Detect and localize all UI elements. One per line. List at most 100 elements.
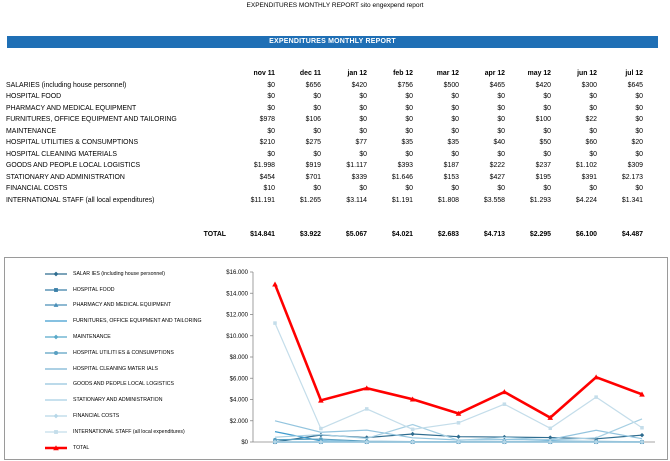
table-cell: $0 [589,150,597,158]
table-cell: $0 [635,116,643,124]
legend-swatch-marker [53,303,59,308]
data-point [364,407,369,411]
spacer-row [6,206,643,218]
table-cell: $0 [543,150,551,158]
row-label: HOSPITAL UTILITIES & CONSUMPTIONS [6,139,139,147]
total-cell: $2.295 [529,231,551,239]
total-cell: $2.683 [437,231,459,239]
column-header: nov 11 [253,70,275,78]
legend-item: TOTAL [45,440,235,456]
legend-item: FINANCIAL COSTS [45,408,235,424]
table-cell: $978 [259,116,275,124]
table-cell: $0 [497,185,505,193]
table-cell: $0 [589,127,597,135]
legend-label: HOSPITAL CLEANING MATER IALS [73,365,158,372]
table-cell: $50 [539,139,552,147]
column-header: jan 12 [347,70,367,78]
table-cell: $1.341 [621,196,643,204]
table-cell: $0 [589,104,597,112]
table-cell: $106 [305,116,321,124]
column-header: mar 12 [436,70,459,78]
table-cell: $1.265 [299,196,321,204]
total-cell: $3.922 [299,231,321,239]
table-cell: $656 [305,81,321,89]
table-cell: $210 [259,139,275,147]
table-row: HOSPITAL CLEANING MATERIALS $0 $0 $0 $0 $0 $0 $… [6,149,643,161]
table-cell: $701 [305,173,321,181]
data-point [409,396,416,402]
legend-swatch [45,334,67,340]
table-cell: $100 [535,116,551,124]
table-cell: $309 [627,162,643,170]
table-cell: $10 [263,185,276,193]
data-point [363,385,370,391]
table-cell: $1.998 [253,162,275,170]
total-cell: $4.021 [391,231,413,239]
data-point [455,410,462,416]
legend-swatch [45,368,67,370]
total-label: TOTAL [203,231,226,239]
legend-item: HOSPITAL UTILITI ES & CONSUMPTIONS [45,345,235,361]
table-header-row: nov 11 dec 11 jan 12 feb 12 mar 12 apr 1… [6,68,643,80]
total-cell: $6.100 [575,231,597,239]
column-header: feb 12 [393,70,413,78]
series-line [273,283,643,420]
legend-label: GOODS AND PEOPLE LOCAL LOGISTICS [73,381,174,388]
table-cell: $1.293 [529,196,551,204]
table-row: SALARIES (including house personnel) $0 $6… [6,80,643,92]
table-cell: $35 [447,139,460,147]
table-cell: $0 [405,185,413,193]
legend-swatch [45,320,67,322]
table-cell: $0 [359,127,367,135]
table-cell: $0 [543,185,551,193]
table-row: STATIONARY AND ADMINISTRATION $454 $701 $33… [6,172,643,184]
table-cell: $187 [443,162,459,170]
table-cell: $0 [497,127,505,135]
legend-label: STATIONARY AND ADMINISTRATION [73,397,163,404]
y-tick-label: $16.000 [226,270,248,276]
column-header: jul 12 [625,70,643,78]
legend-item: GOODS AND PEOPLE LOCAL LOGISTICS [45,377,235,393]
header-spacer [6,68,230,80]
y-tick-label: $6.000 [230,376,249,382]
table-cell: $1.646 [391,173,413,181]
legend-swatch-marker [53,350,59,355]
chart-plot-area: $0 $2.000 $4.000 $6.000 $8.000 $10.000 $12.000… [226,270,655,446]
legend-label: MAINTENANCE [73,334,111,341]
legend-swatch [45,271,67,277]
data-point [456,421,461,425]
table-cell: $0 [313,185,321,193]
data-point [547,414,554,420]
table-cell: $77 [355,139,368,147]
legend-label: HOSPITAL UTILITI ES & CONSUMPTIONS [73,349,174,356]
legend-item: MAINTENANCE [45,329,235,345]
table-cell: $420 [351,81,367,89]
expenditure-table: nov 11 dec 11 jan 12 feb 12 mar 12 apr 1… [6,68,643,241]
legend-label: TOTAL [73,444,90,451]
legend-swatch [45,303,67,308]
legend-swatch [45,383,67,386]
row-label: HOSPITAL FOOD [6,93,62,101]
column-header: dec 11 [299,70,321,78]
legend-label: HOSPITAL FOOD [73,286,115,293]
table-cell: $756 [397,81,413,89]
row-label: STATIONARY AND ADMINISTRATION [6,173,125,181]
table-row: PHARMACY AND MEDICAL EQUIPMENT $0 $0 $0 $0 $0… [6,103,643,115]
total-cell: $4.713 [483,231,505,239]
spacer-cell [6,218,643,230]
legend-swatch [45,444,67,450]
table-cell: $3.558 [483,196,505,204]
legend-item: HOSPITAL FOOD [45,282,235,298]
table-cell: $0 [267,81,275,89]
data-point [502,402,507,406]
row-label: SALARIES (including house personnel) [6,81,127,89]
data-point [456,434,461,439]
row-label: INTERNATIONAL STAFF (all local expenditu… [6,196,155,204]
y-tick-label: $4.000 [230,398,249,404]
table-cell: $153 [443,173,459,181]
column-header: may 12 [527,70,551,78]
table-cell: $0 [313,150,321,158]
data-point [319,426,323,431]
legend-label: FINANCIAL COSTS [73,413,120,420]
table-cell: $2.173 [621,173,643,181]
